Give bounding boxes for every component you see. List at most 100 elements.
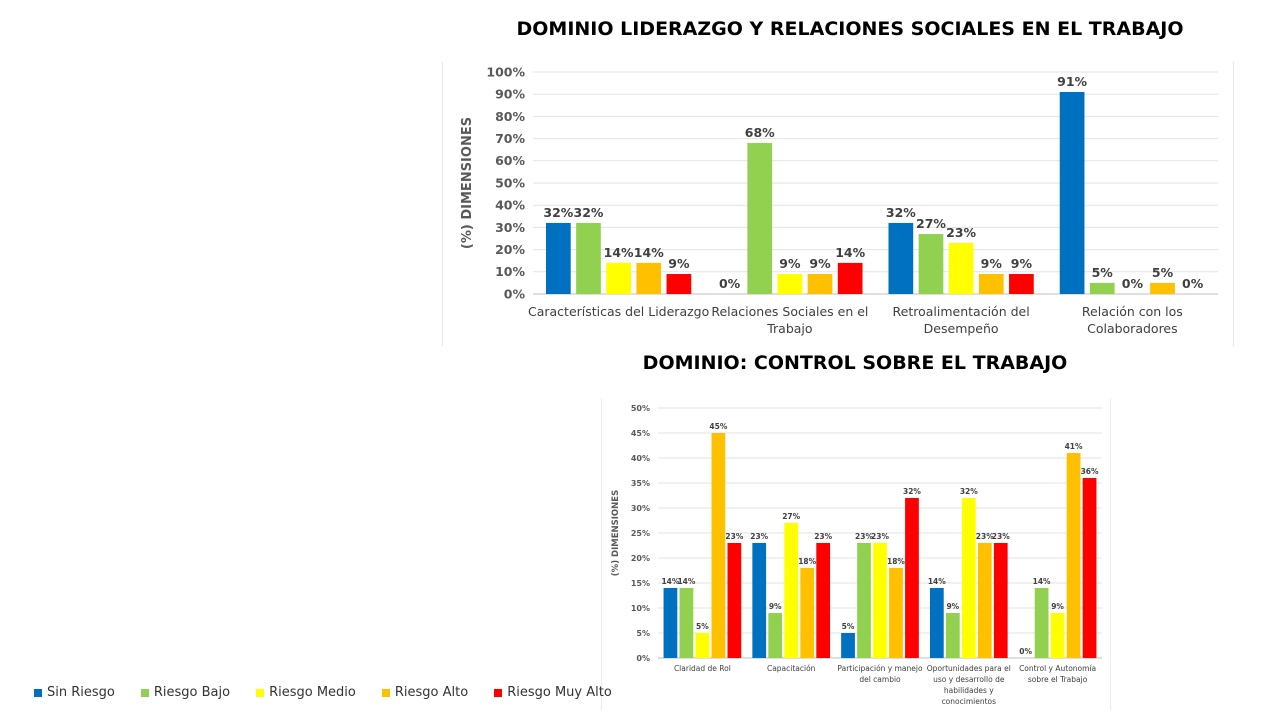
bar xyxy=(1059,91,1085,294)
data-label: 23% xyxy=(855,532,873,541)
bar xyxy=(873,543,887,658)
chart-liderazgo-svg: 0% 10% 20% 30% 40% 50% 60% 70% 80% 90% 100% (%) DIM… xyxy=(460,64,1218,336)
bar xyxy=(747,143,773,294)
data-label: 14% xyxy=(928,577,946,586)
x-category-label-line: sobre el Trabajo xyxy=(1028,675,1088,684)
bar xyxy=(977,543,992,658)
bar xyxy=(800,568,815,658)
bar xyxy=(695,633,710,658)
x-category-label-line: Relación con los xyxy=(1082,304,1183,319)
x-category-label-line: Capacitación xyxy=(767,664,816,673)
bar xyxy=(837,262,863,294)
y-tick-label: 15% xyxy=(631,579,650,588)
chart-control-svg: 0% 5% 10% 15% 20% 25% 30% 35% 40% 45% 50% (%) DIMEN… xyxy=(611,404,1102,706)
x-category-label: Relación con los Colaboradores xyxy=(1082,304,1183,336)
bar xyxy=(1066,453,1081,658)
bar xyxy=(1082,478,1097,658)
data-label: 23% xyxy=(725,532,743,541)
bar xyxy=(636,262,662,294)
bar xyxy=(666,274,692,294)
data-label: 14% xyxy=(604,245,634,260)
legend-swatch xyxy=(256,688,265,697)
legend-swatch xyxy=(494,688,503,697)
x-category-label: Retroalimentación del Desempeño xyxy=(893,304,1030,336)
x-category-label: Oportunidades para el uso y desarrollo de… xyxy=(927,664,1011,706)
bar xyxy=(752,543,767,658)
data-label: 9% xyxy=(779,256,801,271)
x-category-label: Relaciones Sociales en el Trabajo xyxy=(711,304,868,336)
data-label: 14% xyxy=(634,245,664,260)
y-tick-label: 60% xyxy=(495,153,525,168)
x-category-label-line: Claridad de Rol xyxy=(674,664,731,673)
x-category-label: Claridad de Rol xyxy=(674,664,731,673)
bar xyxy=(576,222,601,294)
x-category-label-line: habilidades y xyxy=(944,686,994,695)
x-category-label: Control y Autonomía sobre el Trabajo xyxy=(1019,664,1096,684)
y-tick-label: 90% xyxy=(495,87,525,102)
x-category-label-line: Trabajo xyxy=(766,321,812,336)
data-label: 27% xyxy=(782,512,800,521)
data-label: 32% xyxy=(903,487,921,496)
y-axis-label: (%) DIMENSIONES xyxy=(611,490,621,576)
legend: Sin Riesgo Riesgo Bajo Riesgo Medio Ries… xyxy=(34,685,612,700)
x-category-label-line: Retroalimentación del xyxy=(893,304,1030,319)
bar xyxy=(889,568,903,658)
y-tick-label: 45% xyxy=(631,429,650,438)
legend-swatch xyxy=(34,688,42,697)
bar xyxy=(807,274,833,294)
data-label: 23% xyxy=(976,532,994,541)
y-tick-label: 10% xyxy=(631,604,650,613)
bar xyxy=(1050,613,1065,658)
x-category-label-line: Oportunidades para el xyxy=(927,664,1011,673)
legend-swatch xyxy=(140,688,149,697)
bar xyxy=(606,262,631,294)
y-tick-label: 30% xyxy=(495,220,525,235)
data-label: 36% xyxy=(1081,467,1099,476)
data-label: 0% xyxy=(1122,276,1144,291)
data-label: 9% xyxy=(1011,256,1033,271)
bar xyxy=(816,543,831,658)
y-tick-label: 0% xyxy=(636,654,650,663)
data-label: 14% xyxy=(661,577,679,586)
data-label: 27% xyxy=(916,216,946,231)
data-label: 23% xyxy=(750,532,768,541)
chart-title-liderazgo: DOMINIO LIDERAZGO Y RELACIONES SOCIALES … xyxy=(516,18,1184,40)
bar xyxy=(1089,282,1115,294)
x-category-label: Características del Liderazgo xyxy=(528,304,709,319)
data-label: 14% xyxy=(1033,577,1051,586)
data-label: 14% xyxy=(835,245,865,260)
data-label: 32% xyxy=(543,205,573,220)
data-label: 45% xyxy=(709,422,727,431)
y-tick-label: 40% xyxy=(495,198,525,213)
bar xyxy=(784,523,799,658)
data-label: 0% xyxy=(719,276,741,291)
y-tick-label: 100% xyxy=(486,64,525,79)
data-label: 32% xyxy=(886,205,916,220)
bar xyxy=(663,588,678,658)
chart-liderazgo: 0% 10% 20% 30% 40% 50% 60% 70% 80% 90% 100% (%) DIM… xyxy=(442,62,1234,346)
y-tick-label: 5% xyxy=(636,629,650,638)
data-label: 41% xyxy=(1065,442,1083,451)
data-label: 5% xyxy=(696,622,709,631)
data-label: 32% xyxy=(960,487,978,496)
bar xyxy=(1009,274,1034,294)
bar xyxy=(888,222,914,294)
x-category-label-line: Relaciones Sociales en el xyxy=(711,304,868,319)
data-label: 23% xyxy=(814,532,832,541)
y-tick-label: 70% xyxy=(495,131,525,146)
bar xyxy=(727,543,742,658)
data-label: 5% xyxy=(1092,265,1114,280)
bar xyxy=(918,234,944,294)
data-label: 9% xyxy=(1051,602,1064,611)
legend-swatch xyxy=(381,688,390,697)
data-label: 9% xyxy=(981,256,1003,271)
y-tick-label: 0% xyxy=(504,286,526,301)
legend-item-riesgo-medio: Riesgo Medio xyxy=(256,685,356,700)
y-tick-label: 50% xyxy=(631,404,650,413)
data-label: 23% xyxy=(946,225,976,240)
legend-label: Riesgo Medio xyxy=(269,685,356,700)
legend-label: Riesgo Alto xyxy=(394,685,469,700)
bar xyxy=(1034,588,1049,658)
bar xyxy=(545,222,571,294)
legend-label: Riesgo Bajo xyxy=(153,685,231,700)
